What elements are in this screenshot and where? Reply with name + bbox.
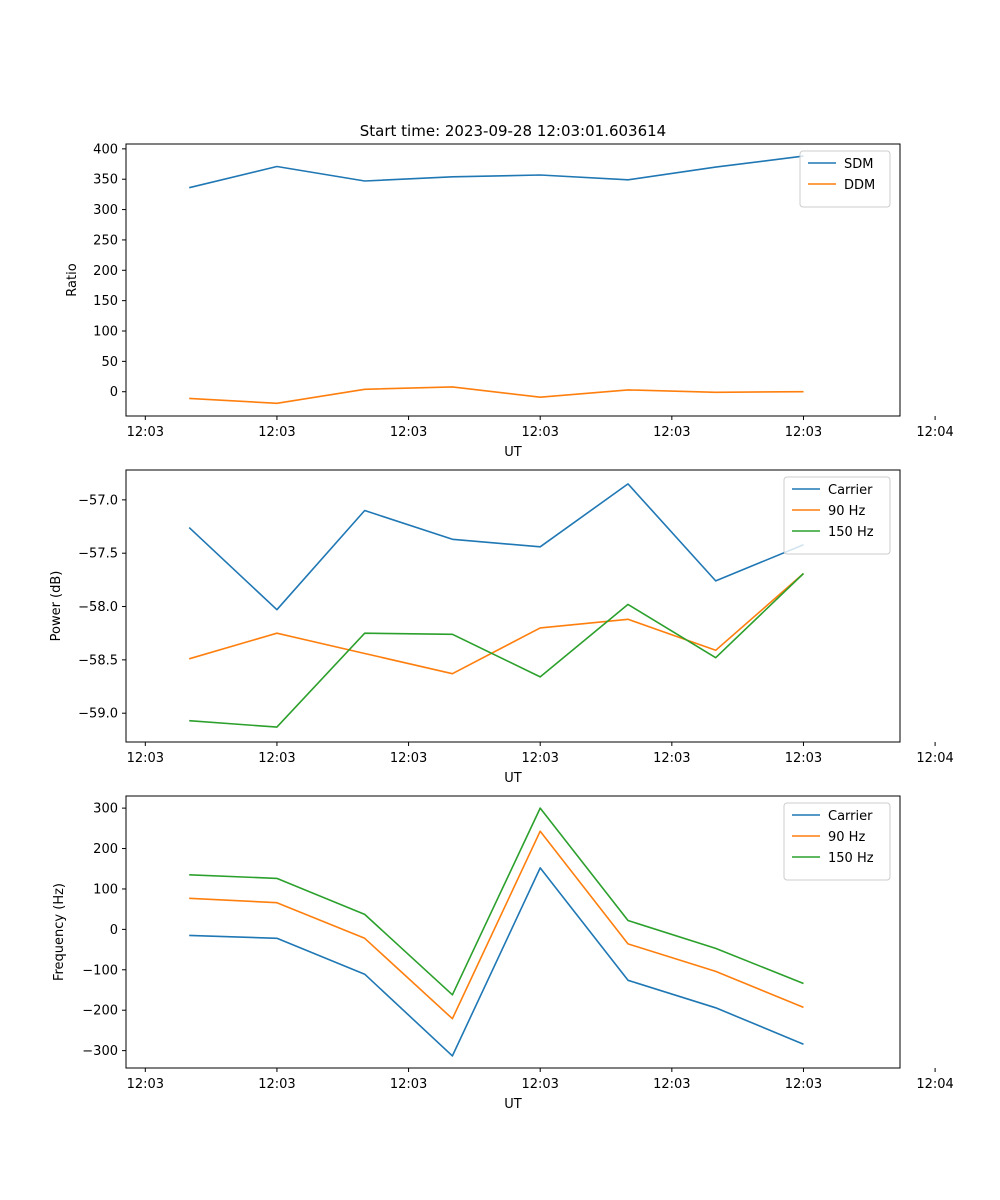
series-line-carrier xyxy=(189,867,804,1057)
y-tick-label: −200 xyxy=(82,1004,118,1019)
x-tick-label: 12:03 xyxy=(785,425,822,440)
y-tick-label: 300 xyxy=(93,203,118,218)
subplot-1: 12:03 12:03 12:03 12:03 12:03 12:03 12:04 0 50 10… xyxy=(65,142,954,460)
x-tick-label: 12:03 xyxy=(785,1077,822,1092)
legend-label: Carrier xyxy=(828,809,873,824)
y-tick-label: −300 xyxy=(82,1044,118,1059)
legend: SDM DDM xyxy=(799,150,891,208)
subplot-2: 12:03 12:03 12:03 12:03 12:03 12:03 12:04 −59.0… xyxy=(49,469,954,786)
legend: Carrier 90 Hz 150 Hz xyxy=(783,476,891,555)
series-line-150-hz xyxy=(189,572,805,728)
x-tick-label: 12:03 xyxy=(653,1077,690,1092)
x-tick-label: 12:03 xyxy=(258,751,295,766)
y-tick-label: 100 xyxy=(93,882,118,897)
x-tick-label: 12:03 xyxy=(521,1077,558,1092)
x-tick-label: 12:03 xyxy=(785,751,822,766)
legend-label: 90 Hz xyxy=(828,830,865,845)
x-tick-label: 12:04 xyxy=(916,425,953,440)
y-tick-label: 100 xyxy=(93,325,118,340)
y-tick-label: −58.5 xyxy=(78,653,118,668)
legend: Carrier 90 Hz 150 Hz xyxy=(783,802,891,881)
x-tick-label: 12:03 xyxy=(521,425,558,440)
legend-label: SDM xyxy=(844,157,873,172)
y-tick-label: −58.0 xyxy=(78,600,118,615)
y-axis-label: Ratio xyxy=(65,263,80,296)
y-tick-label: −100 xyxy=(82,963,118,978)
y-tick-label: 0 xyxy=(110,923,118,938)
legend-label: 150 Hz xyxy=(828,851,874,866)
x-tick-label: 12:03 xyxy=(521,751,558,766)
x-tick-label: 12:03 xyxy=(127,425,164,440)
y-tick-label: 200 xyxy=(93,264,118,279)
series-line-90-hz xyxy=(188,572,805,675)
y-tick-label: 400 xyxy=(93,142,118,157)
x-tick-label: 12:03 xyxy=(653,425,690,440)
figure-title: Start time: 2023-09-28 12:03:01.603614 xyxy=(360,122,666,140)
y-tick-label: 350 xyxy=(93,173,118,188)
y-tick-label: 50 xyxy=(101,355,118,370)
x-tick-label: 12:03 xyxy=(127,751,164,766)
x-tick-label: 12:03 xyxy=(390,751,427,766)
legend-box xyxy=(783,476,891,555)
y-tick-label: 300 xyxy=(93,802,118,817)
x-tick-label: 12:03 xyxy=(390,1077,427,1092)
axes-frame xyxy=(125,143,901,417)
y-tick-label: 0 xyxy=(110,385,118,400)
y-tick-label: −57.5 xyxy=(78,547,118,562)
series-line-150-hz xyxy=(189,807,804,996)
subplot-3: 12:03 12:03 12:03 12:03 12:03 12:03 12:04 −300 −… xyxy=(52,795,954,1112)
y-tick-label: 150 xyxy=(93,294,118,309)
axes-frame xyxy=(125,469,901,743)
series-line-90-hz xyxy=(189,830,804,1020)
charts: 12:03 12:03 12:03 12:03 12:03 12:03 12:04 0 50 10… xyxy=(49,142,954,1112)
series-line-ddm xyxy=(189,386,804,405)
legend-label: Carrier xyxy=(828,483,873,498)
x-tick-label: 12:03 xyxy=(258,1077,295,1092)
series-line-carrier xyxy=(188,483,804,611)
legend-label: DDM xyxy=(844,178,875,193)
legend-box xyxy=(799,150,891,208)
legend-box xyxy=(783,802,891,881)
x-tick-label: 12:03 xyxy=(258,425,295,440)
y-tick-label: −59.0 xyxy=(78,707,118,722)
y-tick-label: 200 xyxy=(93,842,118,857)
x-axis-label: UT xyxy=(504,1097,522,1112)
x-tick-label: 12:03 xyxy=(390,425,427,440)
x-tick-label: 12:04 xyxy=(916,1077,953,1092)
legend-label: 150 Hz xyxy=(828,525,874,540)
axes-frame xyxy=(125,795,901,1069)
x-tick-label: 12:03 xyxy=(127,1077,164,1092)
x-axis-label: UT xyxy=(504,445,522,460)
x-tick-label: 12:03 xyxy=(653,751,690,766)
y-axis-label: Frequency (Hz) xyxy=(52,883,67,981)
series-line-sdm xyxy=(189,155,804,189)
y-axis-label: Power (dB) xyxy=(49,571,64,642)
y-tick-label: 250 xyxy=(93,233,118,248)
x-tick-label: 12:04 xyxy=(916,751,953,766)
y-tick-label: −57.0 xyxy=(78,493,118,508)
x-axis-label: UT xyxy=(504,771,522,786)
legend-label: 90 Hz xyxy=(828,504,865,519)
